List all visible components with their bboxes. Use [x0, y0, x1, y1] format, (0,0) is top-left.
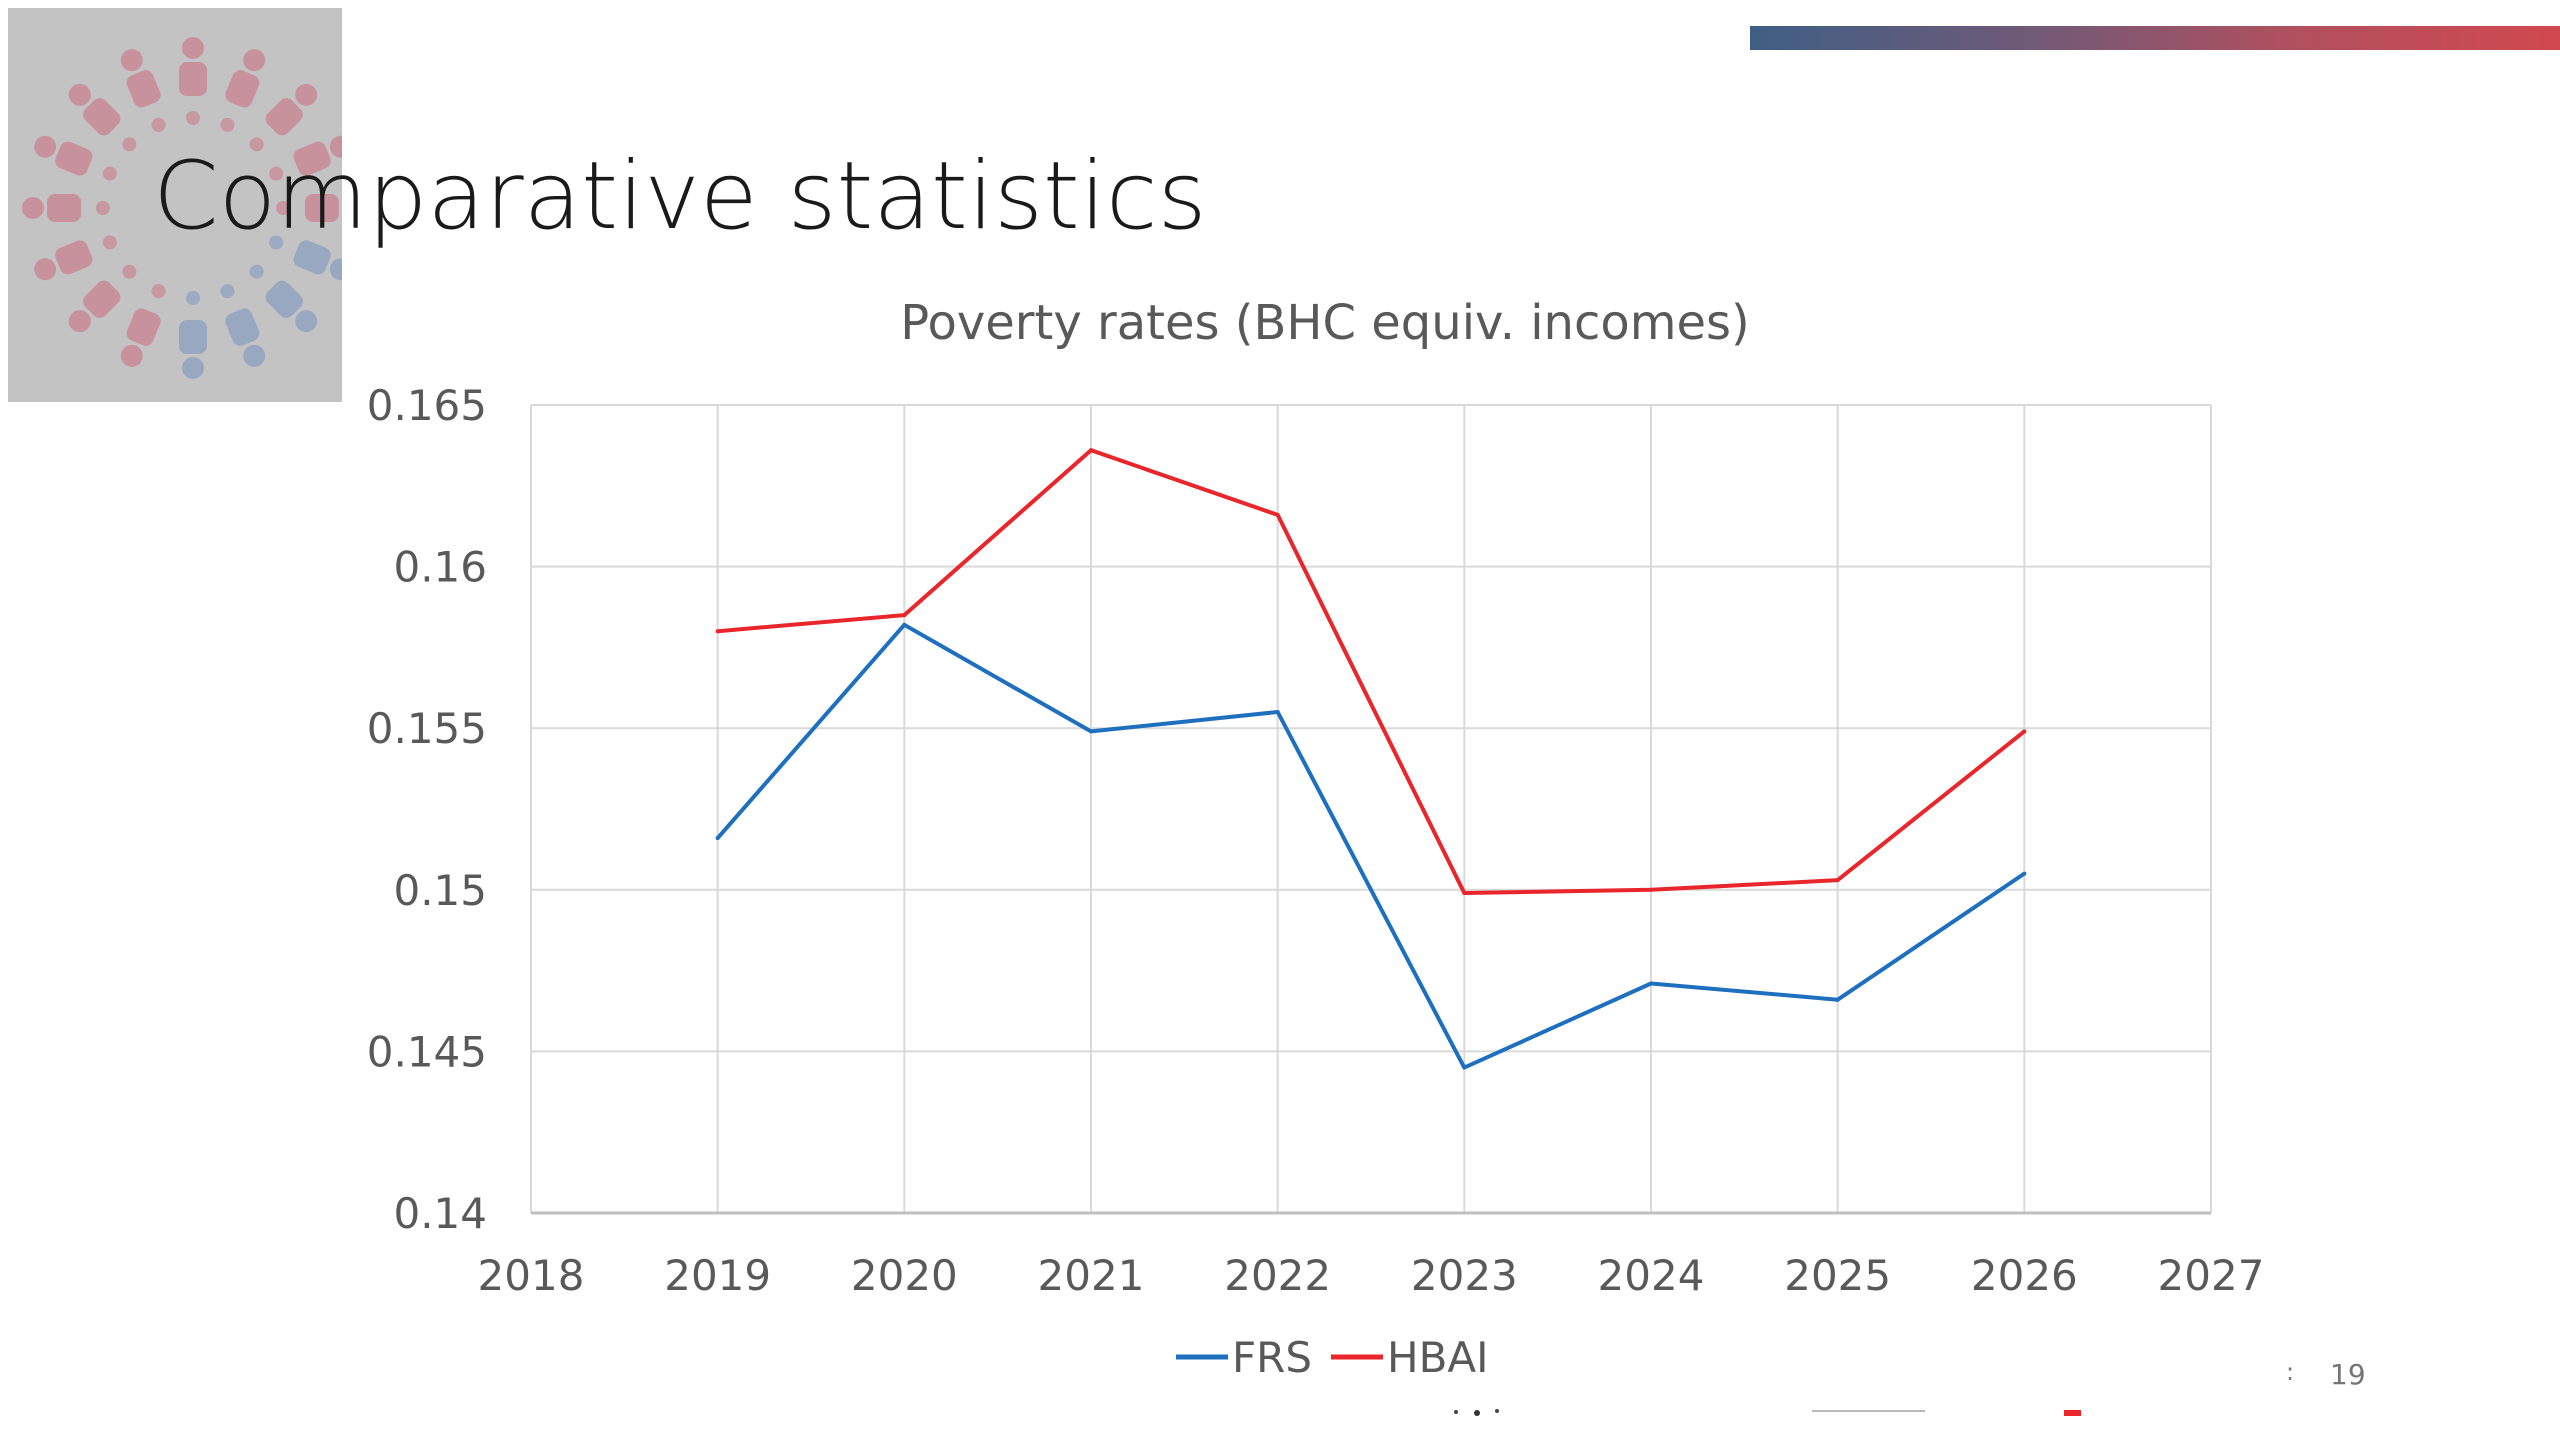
- legend-label-hbai: HBAI: [1387, 1333, 1489, 1382]
- logo-person: [269, 235, 342, 281]
- logo-person: [269, 135, 342, 181]
- data-point-frs: [2022, 871, 2027, 876]
- logo-person: [179, 37, 207, 125]
- data-point-hbai: [715, 629, 720, 634]
- data-point-hbai: [1275, 512, 1280, 517]
- x-tick-label: 2026: [1971, 1251, 2078, 1300]
- x-tick-label: 2024: [1598, 1251, 1705, 1300]
- logo-person: [220, 284, 266, 367]
- data-point-frs: [902, 622, 907, 627]
- y-tick-label: 0.155: [367, 704, 487, 753]
- page-separator: :: [2286, 1358, 2295, 1386]
- data-point-frs: [1649, 981, 1653, 986]
- x-tick-label: 2021: [1038, 1251, 1145, 1300]
- data-point-frs: [1462, 1065, 1467, 1070]
- logo-person: [34, 135, 117, 181]
- y-tick-label: 0.14: [393, 1189, 487, 1238]
- y-tick-label: 0.145: [367, 1027, 487, 1076]
- chart-legend: FRS HBAI: [1176, 1333, 1489, 1382]
- x-axis-ticks: 2018 2019 2020 2021 2022 2023 2024 2025 2026 2027: [478, 1251, 2265, 1300]
- data-point-frs: [1275, 710, 1280, 715]
- x-tick-label: 2027: [2158, 1251, 2265, 1300]
- series-line-hbai: [717, 448, 2026, 895]
- data-point-hbai: [902, 613, 907, 618]
- accent-bar: [1750, 26, 2560, 50]
- x-tick-label: 2020: [851, 1251, 958, 1300]
- y-axis-ticks: 0.14 0.145 0.15 0.155 0.16 0.165: [367, 381, 487, 1238]
- y-tick-label: 0.15: [393, 866, 487, 915]
- logo-person: [34, 235, 117, 281]
- x-tick-label: 2025: [1784, 1251, 1891, 1300]
- data-point-hbai: [1649, 887, 1653, 892]
- page-number: 19: [2330, 1358, 2366, 1391]
- data-point-frs: [1089, 729, 1093, 734]
- logo-person: [179, 291, 207, 379]
- data-point-hbai: [1089, 448, 1093, 453]
- data-point-frs: [715, 836, 720, 841]
- chart-grid: [530, 404, 2212, 1215]
- logo-person: [220, 49, 266, 132]
- logo-person: [68, 83, 137, 152]
- x-tick-label: 2022: [1224, 1251, 1331, 1300]
- data-point-hbai: [1835, 878, 1840, 883]
- logo-person: [276, 194, 339, 222]
- legend-label-frs: FRS: [1232, 1333, 1312, 1382]
- logo-person: [120, 49, 166, 132]
- data-point-hbai: [2022, 729, 2027, 734]
- people-circle-logo-icon: [22, 37, 342, 379]
- logo-person: [22, 194, 110, 222]
- logo: [8, 8, 342, 402]
- logo-person: [68, 264, 137, 333]
- x-tick-label: 2019: [664, 1251, 771, 1300]
- y-tick-label: 0.16: [393, 543, 487, 592]
- logo-person: [249, 83, 318, 152]
- logo-person: [249, 264, 318, 333]
- page-title: Comparative statistics: [153, 142, 1207, 251]
- x-tick-label: 2018: [478, 1251, 585, 1300]
- data-point-hbai: [1462, 891, 1467, 896]
- series-line-frs: [716, 622, 2026, 1070]
- logo-person: [120, 284, 166, 367]
- chart-series: [715, 448, 2027, 1070]
- data-point-frs: [1835, 997, 1840, 1002]
- y-tick-label: 0.165: [367, 381, 487, 430]
- x-tick-label: 2023: [1411, 1251, 1518, 1300]
- chart-title: Poverty rates (BHC equiv. incomes): [900, 295, 1750, 351]
